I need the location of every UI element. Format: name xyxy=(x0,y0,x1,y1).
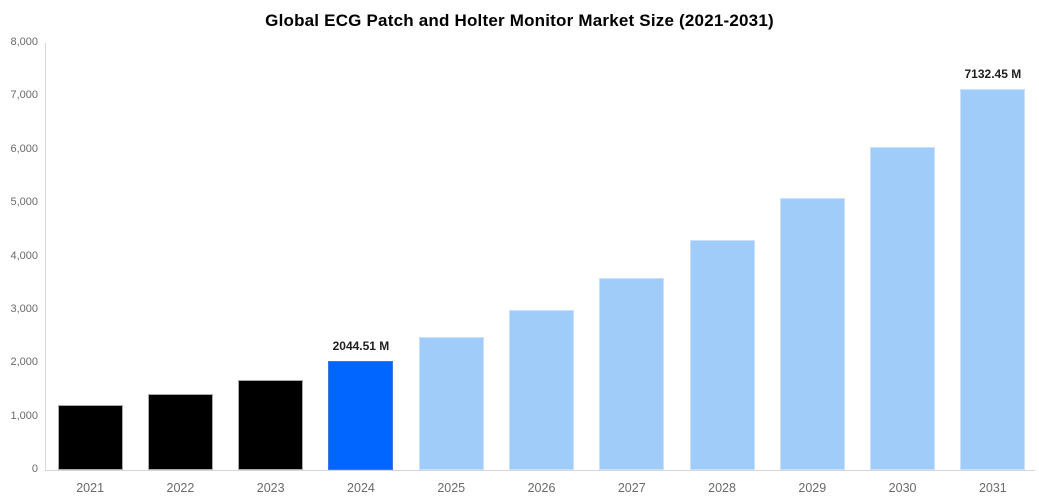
x-axis-tick-label-2026: 2026 xyxy=(527,481,556,495)
y-axis-tick-label: 1,000 xyxy=(10,409,38,422)
y-axis-tick-label: 2,000 xyxy=(10,356,38,369)
y-axis-tick-label: 8,000 xyxy=(10,36,38,48)
x-axis-tick-label-2028: 2028 xyxy=(708,481,736,495)
x-axis-tick-label-2021: 2021 xyxy=(76,481,105,495)
x-axis-tick-label-2030: 2030 xyxy=(888,481,917,495)
bar-value-label-2031: 7132.45 M xyxy=(964,67,1022,82)
bar-2031 xyxy=(960,89,1026,470)
x-axis-tick-label-2024: 2024 xyxy=(347,481,375,495)
bar-2023 xyxy=(238,380,304,470)
x-axis-tick-label-2029: 2029 xyxy=(798,481,827,495)
y-axis-tick-label: 6,000 xyxy=(10,142,38,155)
bar-2028 xyxy=(689,240,755,470)
y-axis-tick-label: 0 xyxy=(31,463,38,475)
bar-2030 xyxy=(870,147,936,470)
bar-2024 xyxy=(328,360,394,470)
chart-title: Global ECG Patch and Holter Monitor Mark… xyxy=(265,11,774,30)
bar-2027 xyxy=(599,277,665,470)
x-axis-tick-label-2023: 2023 xyxy=(256,481,285,495)
x-axis-tick-label-2027: 2027 xyxy=(617,481,646,495)
bar-2021 xyxy=(57,404,123,470)
y-axis-tick-label: 4,000 xyxy=(10,249,38,262)
x-axis-tick-label-2025: 2025 xyxy=(437,481,466,495)
x-axis-tick-label-2022: 2022 xyxy=(166,481,195,495)
x-axis-line xyxy=(45,470,1035,471)
bar-2022 xyxy=(147,394,213,470)
x-axis-tick-label-2031: 2031 xyxy=(978,481,1007,495)
bar-value-label-2024: 2044.51 M xyxy=(332,338,390,353)
bar-2026 xyxy=(509,309,574,470)
y-axis-line xyxy=(45,43,46,471)
y-axis-tick-label: 3,000 xyxy=(10,302,38,315)
y-axis-tick-label: 7,000 xyxy=(10,89,38,102)
bar-2029 xyxy=(779,197,845,470)
y-axis-tick-label: 5,000 xyxy=(10,196,38,209)
bar-2025 xyxy=(418,336,484,470)
